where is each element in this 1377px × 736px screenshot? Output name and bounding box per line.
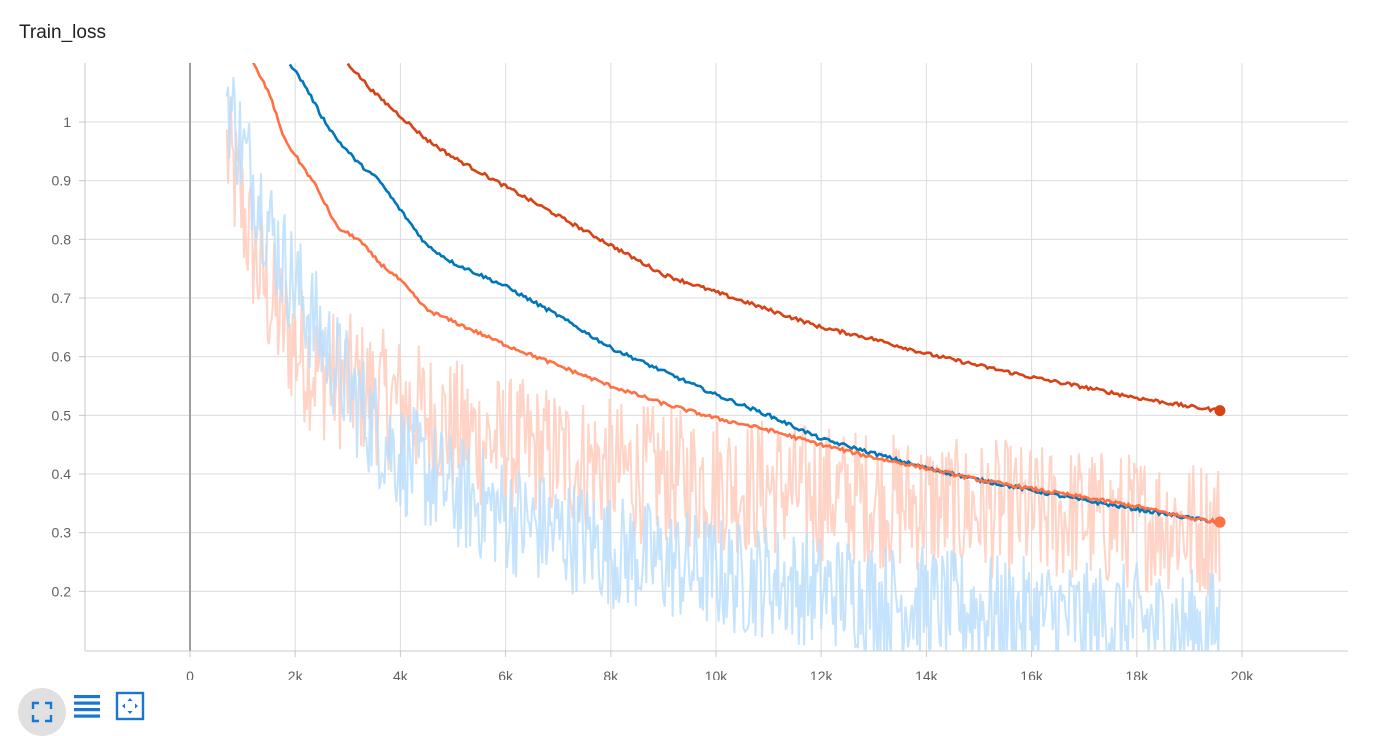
x-tick-label: 10k: [705, 668, 729, 680]
list-icon: [74, 695, 100, 718]
fit-domain-button[interactable]: [113, 689, 147, 723]
y-tick-label: 0.3: [52, 525, 72, 541]
series-end-point: [1214, 405, 1226, 417]
x-tick-label: 20k: [1231, 668, 1255, 680]
x-tick-label: 18k: [1126, 668, 1150, 680]
x-tick-label: 0: [186, 668, 194, 680]
y-tick-label: 0.8: [52, 231, 72, 247]
y-tick-label: 0.5: [52, 407, 72, 423]
y-tick-label: 1: [63, 114, 71, 130]
expand-icon: [31, 701, 53, 723]
fit-icon: [115, 691, 145, 721]
x-tick-label: 8k: [603, 668, 619, 680]
x-tick-label: 2k: [288, 668, 304, 680]
chart-toolbar: [18, 686, 156, 736]
series-line: [288, 63, 1222, 524]
y-tick-label: 0.9: [52, 173, 72, 189]
x-tick-label: 6k: [498, 668, 514, 680]
plot-area: [225, 63, 1222, 651]
toggle-log-list-button[interactable]: [70, 689, 104, 723]
y-tick-label: 0.2: [52, 583, 72, 599]
series-line: [251, 63, 1221, 525]
x-tick-label: 16k: [1020, 668, 1044, 680]
y-tick-label: 0.7: [52, 290, 72, 306]
raw-series-line: [225, 96, 1221, 596]
y-tick-label: 0.4: [52, 466, 72, 482]
x-tick-label: 14k: [915, 668, 939, 680]
series-end-point: [1214, 516, 1226, 528]
expand-button[interactable]: [18, 688, 66, 736]
x-tick-label: 4k: [393, 668, 409, 680]
x-tick-label: 12k: [810, 668, 834, 680]
line-chart: 0 2k 4k 6k 8k 10k 12k 14k 16k 18k 20k 0.2 0.3 0.4 0.5 0…: [52, 63, 1348, 680]
y-tick-label: 0.6: [52, 349, 72, 365]
raw-series-line: [225, 77, 1221, 651]
series-line: [346, 63, 1221, 415]
chart-title: Train_loss: [19, 22, 106, 43]
